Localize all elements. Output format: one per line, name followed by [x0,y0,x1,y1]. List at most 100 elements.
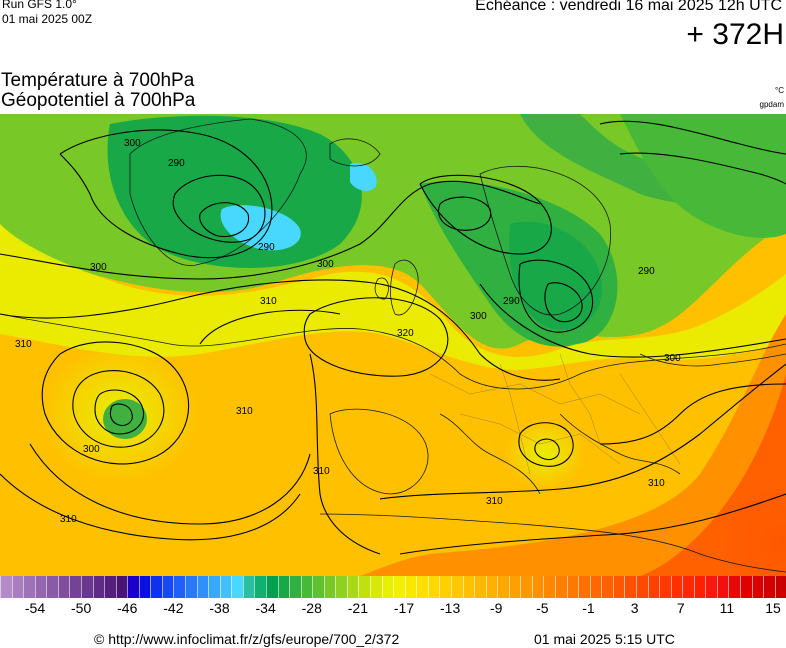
contour-label: 300 [317,259,334,270]
colorbar-swatch [474,576,486,598]
colorbar-swatch [393,576,405,598]
colorbar-swatch [589,576,602,598]
colorbar-swatch [404,576,417,598]
colorbar-swatch [346,576,359,598]
hot-spot-levant [720,484,786,576]
lead-time: + 372H [686,18,784,51]
colorbar-swatch [705,576,717,598]
colorbar-tick-label: -17 [393,600,415,616]
unit-temperature: °C [775,86,784,95]
unit-geopotential: gpdam [759,100,784,109]
contour-label: 300 [664,353,681,364]
colorbar-swatch [265,576,278,598]
colorbar-swatch [416,576,428,598]
colorbar-swatch [46,576,58,598]
colorbar-swatch [543,576,555,598]
colorbar-swatch [497,576,509,598]
colorbar-swatch [289,576,301,598]
contour-label: 290 [258,242,275,253]
colorbar-tick-label: -34 [255,600,276,616]
contour-label: 310 [260,296,277,307]
colorbar-swatch [370,576,382,598]
contour-label: 310 [236,406,253,417]
colorbar-swatch [312,576,324,598]
cold-pocket-greenland [220,205,301,251]
colorbar-swatch [728,576,740,598]
colorbar-swatch [80,576,93,598]
colorbar-swatch [196,576,209,598]
colorbar-swatch [670,576,683,598]
contour-label: 290 [638,266,655,277]
colorbar-swatch [358,576,370,598]
colorbar-swatch [127,576,139,598]
colorbar-swatch [566,576,579,598]
contour-label: 310 [486,496,503,507]
cold-pocket-iceland [350,162,377,191]
colorbar-swatch [104,576,116,598]
colorbar-tick-label: 11 [719,600,735,616]
colorbar-swatch [427,576,440,598]
colorbar-swatch [300,576,313,598]
colorbar-swatch [485,576,498,598]
colorbar-swatch [462,576,475,598]
contour-label: 300 [83,444,100,455]
valid-time: Echéance : vendredi 16 mai 2025 12h UTC [475,0,782,14]
colorbar-tick-label: -13 [440,600,461,616]
colorbar-swatch [450,576,463,598]
colorbar-swatch [277,576,290,598]
colorbar-tick-label: -21 [347,600,368,616]
colorbar-swatch [381,576,394,598]
geopotential-contours [0,120,786,555]
colorbar-swatch [716,576,729,598]
colorbar-tick-label: 15 [765,600,781,616]
colorbar-swatch [774,576,786,598]
coastlines [0,118,786,573]
colorbar-tick-label: -28 [301,600,322,616]
colorbar-swatch [647,576,660,598]
colorbar-swatch [763,576,775,598]
colorbar-swatch [92,576,105,598]
warm-air-mass [360,314,786,576]
colorbar-swatch [751,576,764,598]
credit-url[interactable]: © http://www.infoclimat.fr/z/gfs/europe/… [94,631,400,647]
country-borders [429,353,681,475]
contour-labels: 300 300 300 300 300 300 290 290 290 290 … [15,138,681,525]
colorbar-swatch [11,576,24,598]
colorbar-swatch [635,576,648,598]
colorbar-tick-label: -46 [117,600,138,616]
mild-pocket-ionian [505,419,585,489]
run-date: 01 mai 2025 00Z [2,12,93,26]
parameter-title-temperature: Température à 700hPa [1,70,195,91]
colorbar-swatch [23,576,35,598]
contour-label: 310 [15,339,32,350]
colorbar-tick-label: -54 [24,600,46,616]
temperature-colorbar [0,576,786,598]
contour-label: 310 [60,514,77,525]
colorbar-swatch [693,576,706,598]
colorbar-swatch [115,576,128,598]
contour-label: 300 [470,311,487,322]
contour-label: 300 [90,262,107,273]
colorbar-tick-labels: -54 -50 -46 -42 -38 -34 -28 -21 -17 -13 -9 -5 -1 3 7 11… [0,600,786,618]
contour-label: 310 [648,478,665,489]
colorbar-tick-label: -42 [163,600,184,616]
weather-map[interactable]: 300 300 300 300 300 300 290 290 290 290 … [0,114,786,576]
colorbar-tick-label: -50 [71,600,92,616]
contour-label: 300 [124,138,141,149]
colorbar-swatch [57,576,70,598]
colorbar-swatch [439,576,451,598]
colorbar-swatch [682,576,694,598]
colorbar-swatch [508,576,521,598]
colorbar-tick-label: 7 [676,600,685,616]
colorbar-swatch [242,576,255,598]
colorbar-swatch [740,576,752,598]
colorbar-swatch [208,576,220,598]
colorbar-swatch [138,576,151,598]
colorbar-swatch [323,576,336,598]
colorbar-swatch [335,576,347,598]
colorbar-tick-label: -38 [209,600,230,616]
colorbar-swatch [624,576,636,598]
colorbar-tick-label: 3 [630,600,639,616]
colorbar-swatch [254,576,266,598]
contour-label: 320 [397,328,414,339]
